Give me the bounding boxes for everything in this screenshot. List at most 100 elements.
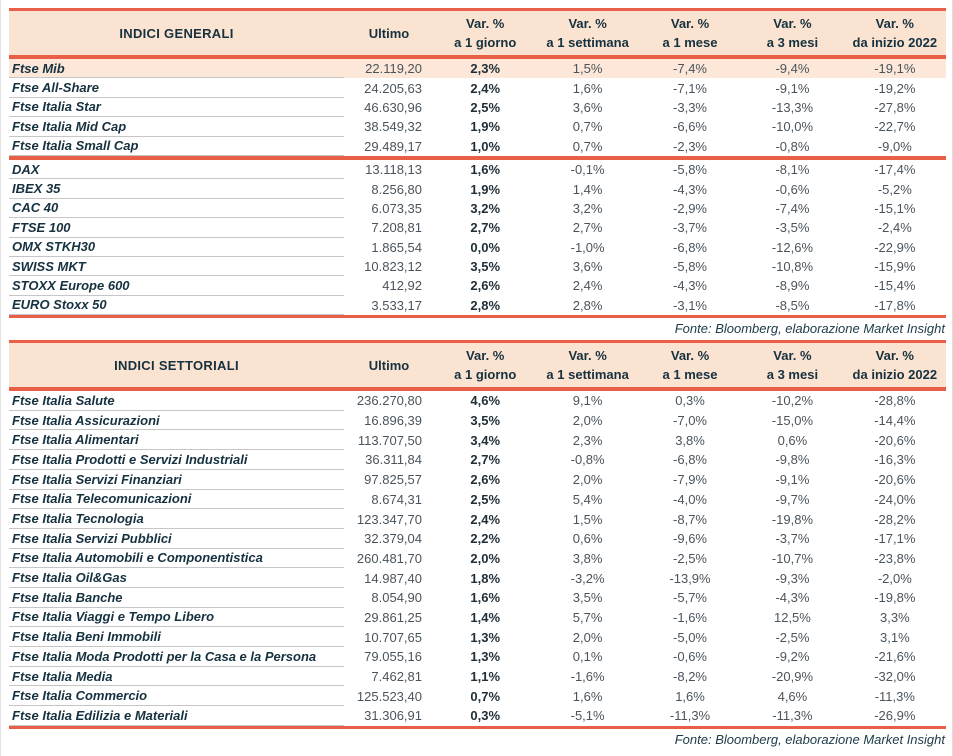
cell-var-inizio-2022: -17,1% — [874, 531, 916, 547]
col-header-var-top: Var. % — [875, 348, 914, 364]
cell-var-3-mesi: -10,7% — [771, 550, 814, 566]
col-header-ultimo: Ultimo — [368, 357, 410, 373]
cell-var-3-mesi: -2,5% — [775, 629, 810, 645]
cell-var-1-settimana: -0,1% — [570, 162, 605, 178]
cell-var-1-giorno: 0,3% — [470, 708, 501, 724]
cell-var-inizio-2022: -15,9% — [874, 259, 916, 275]
cell-var-1-settimana: 0,1% — [572, 649, 603, 665]
cell-var-1-mese: -4,3% — [673, 181, 707, 197]
cell-var-1-settimana: 2,8% — [572, 297, 603, 313]
col-header-var-pct: Var. % da inizio 2022 — [844, 343, 946, 387]
row-index-label: DAX — [9, 160, 344, 180]
cell-var-1-mese: -5,0% — [673, 629, 707, 645]
row-index-label: CAC 40 — [9, 199, 344, 219]
col-header-var-top: Var. % — [773, 16, 812, 31]
row-index-label: Ftse Italia Small Cap — [9, 137, 344, 156]
cell-var-1-mese: -8,2% — [673, 669, 707, 685]
table-row: Ftse Italia Mid Cap 38.549,32 1,9% 0,7% … — [9, 117, 946, 137]
cell-var-inizio-2022: -5,2% — [877, 181, 912, 197]
cell-ultimo: 29.861,25 — [364, 609, 422, 625]
row-index-label: Ftse Italia Prodotti e Servizi Industria… — [9, 450, 344, 470]
table-row: Ftse Italia Media 7.462,81 1,1% -1,6% -8… — [9, 667, 946, 687]
cell-var-1-settimana: 2,0% — [572, 413, 603, 429]
col-header-var-bottom: da inizio 2022 — [852, 367, 938, 383]
cell-var-3-mesi: 0,6% — [777, 432, 808, 448]
cell-var-1-settimana: 1,4% — [572, 181, 603, 197]
header-double-rule — [9, 55, 946, 59]
table-row: Ftse Italia Banche 8.054,90 1,6% 3,5% -5… — [9, 588, 946, 608]
cell-var-1-settimana: 2,7% — [572, 220, 603, 236]
table-row: Ftse Italia Commercio 125.523,40 0,7% 1,… — [9, 686, 946, 707]
table-header-row: INDICI SETTORIALI Ultimo Var. % a 1 gior… — [9, 343, 946, 388]
cell-var-inizio-2022: -17,4% — [874, 162, 916, 178]
cell-var-1-mese: -5,8% — [673, 162, 707, 178]
table-row: Ftse Italia Edilizia e Materiali 31.306,… — [9, 706, 946, 726]
col-header-var-top: Var. % — [875, 16, 914, 31]
cell-ultimo: 16.896,39 — [364, 413, 422, 429]
cell-var-3-mesi: -11,3% — [772, 708, 813, 724]
cell-var-1-giorno: 2,5% — [470, 99, 501, 115]
col-header-var-pct: Var. % a 3 mesi — [741, 343, 843, 387]
cell-var-inizio-2022: -16,3% — [874, 452, 916, 468]
col-header-var-bottom: a 1 giorno — [454, 35, 517, 50]
index-table: INDICI GENERALI Ultimo Var. % a 1 giorno… — [9, 8, 946, 319]
cell-ultimo: 7.208,81 — [371, 220, 422, 236]
cell-var-1-giorno: 1,9% — [470, 119, 501, 135]
col-header-var-pct: Var. % a 1 settimana — [536, 11, 638, 55]
table-row: IBEX 35 8.256,80 1,9% 1,4% -4,3% -0,6% -… — [9, 179, 946, 199]
row-index-label: Ftse Italia Servizi Pubblici — [9, 529, 344, 549]
cell-var-1-settimana: 2,0% — [572, 629, 603, 645]
table-body: Ftse Mib 22.119,20 2,3% 1,5% -7,4% -9,4%… — [9, 59, 946, 316]
cell-var-1-settimana: 2,3% — [572, 432, 603, 448]
table-row: Ftse Mib 22.119,20 2,3% 1,5% -7,4% -9,4%… — [9, 59, 946, 79]
col-header-var-pct: Var. % a 1 mese — [639, 11, 741, 55]
cell-var-1-mese: -1,6% — [673, 609, 707, 625]
row-index-label: Ftse Italia Edilizia e Materiali — [9, 706, 344, 726]
cell-var-1-giorno: 0,7% — [470, 688, 501, 704]
row-index-label: Ftse Italia Media — [9, 667, 344, 687]
cell-var-1-giorno: 4,6% — [470, 393, 501, 409]
cell-ultimo: 8.256,80 — [371, 181, 422, 197]
table-row: Ftse Italia Servizi Finanziari 97.825,57… — [9, 470, 946, 490]
cell-var-1-settimana: 1,5% — [572, 511, 603, 527]
row-index-label: Ftse Italia Moda Prodotti per la Casa e … — [9, 647, 344, 667]
col-header-var-bottom: da inizio 2022 — [852, 35, 938, 50]
cell-var-inizio-2022: -17,8% — [874, 297, 916, 313]
table-top-border — [9, 8, 946, 11]
cell-var-1-giorno: 1,0% — [470, 138, 501, 154]
index-table: INDICI SETTORIALI Ultimo Var. % a 1 gior… — [9, 340, 946, 729]
cell-var-1-mese: -3,3% — [673, 99, 707, 115]
cell-var-inizio-2022: -2,0% — [877, 570, 912, 586]
cell-var-1-giorno: 2,4% — [470, 80, 501, 96]
table-row: Ftse Italia Moda Prodotti per la Casa e … — [9, 647, 946, 667]
cell-ultimo: 3.533,17 — [371, 297, 422, 313]
cell-var-3-mesi: -9,3% — [775, 570, 810, 586]
row-index-label: STOXX Europe 600 — [9, 276, 344, 296]
cell-var-inizio-2022: -28,2% — [874, 511, 916, 527]
col-header-var-bottom: a 1 mese — [662, 35, 718, 50]
col-header-var-bottom: a 1 settimana — [546, 35, 629, 50]
cell-ultimo: 6.073,35 — [371, 200, 422, 216]
cell-ultimo: 125.523,40 — [356, 688, 422, 704]
cell-var-1-giorno: 2,5% — [470, 491, 501, 507]
cell-var-1-mese: -4,3% — [673, 278, 707, 294]
cell-var-3-mesi: -13,3% — [771, 99, 814, 115]
cell-var-1-mese: 1,6% — [675, 688, 705, 704]
cell-var-3-mesi: -19,8% — [771, 511, 814, 527]
source-note: Fonte: Bloomberg, elaborazione Market In… — [674, 731, 945, 747]
cell-var-1-settimana: -1,6% — [570, 669, 605, 685]
cell-var-1-giorno: 2,8% — [470, 297, 501, 313]
cell-var-1-giorno: 3,4% — [470, 432, 501, 448]
section-divider — [9, 155, 946, 160]
cell-ultimo: 113.707,50 — [357, 432, 422, 448]
table-row: Ftse Italia Viaggi e Tempo Libero 29.861… — [9, 608, 946, 628]
col-header-var-bottom: a 3 mesi — [766, 367, 819, 383]
cell-var-3-mesi: -9,4% — [775, 61, 810, 77]
cell-var-1-giorno: 2,3% — [470, 61, 501, 77]
cell-ultimo: 10.823,12 — [364, 259, 422, 275]
col-header-var-top: Var. % — [466, 16, 505, 31]
cell-var-1-giorno: 3,5% — [470, 413, 501, 429]
cell-var-inizio-2022: -19,8% — [874, 590, 916, 606]
cell-var-1-settimana: 0,7% — [572, 138, 603, 154]
